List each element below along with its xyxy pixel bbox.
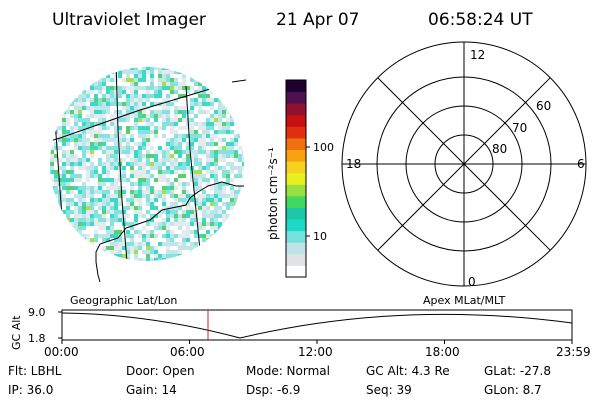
colorbar-unit-label: photon cm⁻²s⁻¹	[266, 147, 280, 240]
status-seq: Seq: 39	[366, 383, 412, 397]
mlat-80-label: 80	[492, 142, 507, 156]
status-flt: Flt: LBHL	[8, 364, 62, 378]
colorbar-scale	[286, 80, 306, 278]
status-glat: GLat: -27.8	[484, 364, 551, 378]
date-label: 21 Apr 07	[276, 10, 359, 30]
coastline	[95, 181, 244, 262]
status-glon: GLon: 8.7	[484, 383, 542, 397]
mlt-6-label: 6	[577, 157, 585, 171]
status-gcalt: GC Alt: 4.3 Re	[366, 364, 450, 378]
mlt-0-label: 0	[468, 275, 476, 289]
coastline-south	[95, 261, 101, 283]
polar-plot-mlat-mlt	[341, 41, 587, 287]
xtick-0600: 06:00	[170, 345, 205, 359]
uv-image-geographic	[50, 67, 247, 283]
altitude-plot: 9.0 1.8 GC Alt 00:00 06:00 12:00 18:00 2…	[10, 306, 591, 359]
colorbar-tick-10: 10	[313, 230, 327, 243]
xtick-0000: 00:00	[44, 345, 79, 359]
right-caption: Apex MLat/MLT	[423, 294, 506, 307]
status-ip: IP: 36.0	[8, 383, 53, 397]
colorbar: 100 10 photon cm⁻²s⁻¹	[266, 79, 334, 278]
mlt-18-label: 18	[346, 157, 361, 171]
xtick-1800: 18:00	[425, 345, 460, 359]
left-caption: Geographic Lat/Lon	[70, 294, 177, 307]
status-gain: Gain: 14	[126, 383, 177, 397]
xtick-1200: 12:00	[298, 345, 333, 359]
mlat-60-label: 60	[536, 99, 551, 113]
status-dsp: Dsp: -6.9	[246, 383, 300, 397]
alt-ymin-label: 1.8	[28, 332, 46, 345]
status-mode: Mode: Normal	[246, 364, 330, 378]
alt-ylabel: GC Alt	[10, 315, 23, 350]
altitude-curve	[61, 312, 573, 339]
status-panel: Flt: LBHL IP: 36.0 Door: Open Gain: 14 M…	[8, 364, 551, 397]
mlat-70-label: 70	[512, 121, 527, 135]
time-label: 06:58:24 UT	[428, 10, 533, 30]
instrument-title: Ultraviolet Imager	[52, 10, 206, 30]
xtick-2359: 23:59	[556, 345, 591, 359]
status-door: Door: Open	[126, 364, 195, 378]
uv-image-pixels	[50, 67, 244, 261]
mlt-12-label: 12	[470, 48, 485, 62]
alt-ymax-label: 9.0	[28, 306, 46, 319]
colorbar-tick-100: 100	[313, 141, 334, 154]
